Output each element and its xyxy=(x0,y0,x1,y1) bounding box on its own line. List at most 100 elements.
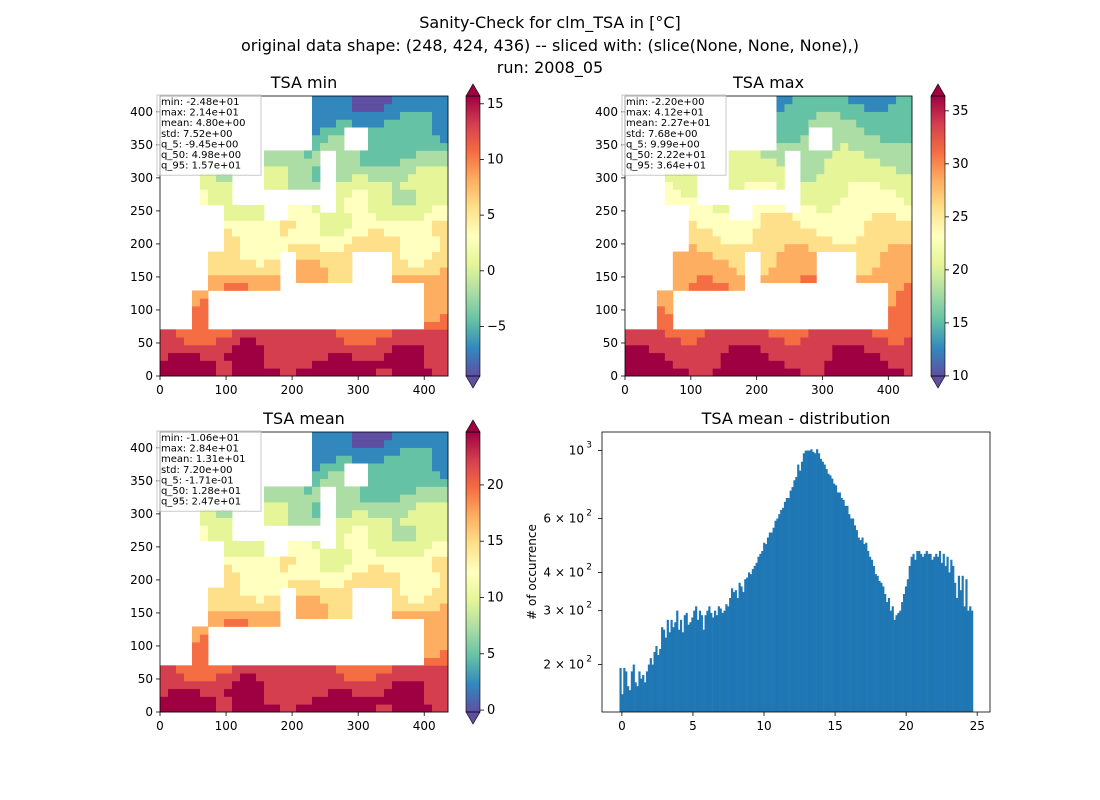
map-cell xyxy=(304,329,313,338)
histogram-bar xyxy=(710,612,713,712)
histogram-bar xyxy=(925,550,928,712)
map-cell xyxy=(424,329,433,338)
map-cell xyxy=(368,509,377,518)
map-cell xyxy=(848,166,857,175)
map-cell xyxy=(408,680,417,690)
map-cell xyxy=(304,517,313,526)
map-cell xyxy=(408,502,417,511)
map-cell xyxy=(904,267,913,276)
map-panel-3 xyxy=(160,432,449,713)
map-cell xyxy=(376,329,385,338)
map-cell xyxy=(360,673,369,682)
map-cell xyxy=(304,556,313,565)
colorbar-tick-label: 15 xyxy=(487,97,504,112)
histogram-bar xyxy=(918,550,921,712)
map-cell xyxy=(296,486,305,495)
map-cell xyxy=(832,368,841,377)
map-cell xyxy=(720,368,730,377)
stats-line: q_5: 9.99e+00 xyxy=(626,139,700,150)
map-cell xyxy=(272,150,281,159)
map-cell xyxy=(192,649,201,658)
map-cell xyxy=(224,533,233,542)
map-cell xyxy=(224,673,233,682)
map-cell xyxy=(304,603,313,612)
map-cell xyxy=(432,486,441,495)
map-cell xyxy=(328,111,337,120)
histogram-bar xyxy=(895,615,898,712)
map-cell xyxy=(312,360,321,369)
map-cell xyxy=(408,548,417,557)
map-cell xyxy=(392,704,401,713)
map-cell xyxy=(720,337,730,346)
map-cell xyxy=(848,119,857,128)
map-cell xyxy=(400,478,409,487)
map-cell xyxy=(760,158,769,167)
y-tick-label: 50 xyxy=(138,336,153,350)
map-cell xyxy=(768,181,777,190)
map-cell xyxy=(224,517,233,526)
histogram-bar xyxy=(935,553,938,712)
map-cell xyxy=(264,673,273,682)
map-cell xyxy=(328,352,337,361)
map-cell xyxy=(440,134,449,144)
map-cell xyxy=(392,189,401,198)
map-cell xyxy=(728,251,738,260)
x-tick-label: 300 xyxy=(347,719,370,733)
map-cell xyxy=(320,134,329,144)
map-cell xyxy=(696,228,706,237)
map-cell xyxy=(392,463,401,472)
map-cell xyxy=(888,189,897,198)
map-cell xyxy=(832,189,841,198)
map-cell xyxy=(400,704,409,713)
map-cell xyxy=(800,220,809,229)
map-cell xyxy=(208,251,217,260)
map-cell xyxy=(352,243,361,252)
map-cell xyxy=(304,212,313,221)
map-cell xyxy=(888,337,897,346)
map-cell xyxy=(432,313,441,322)
map-cell xyxy=(264,494,273,503)
histogram-bar xyxy=(800,461,804,712)
map-cell xyxy=(256,274,265,284)
map-cell xyxy=(336,470,345,480)
map-cell xyxy=(400,204,409,214)
map-cell xyxy=(424,470,433,480)
stats-line: mean: 1.31e+01 xyxy=(161,454,245,465)
map-cell xyxy=(760,212,769,221)
map-cell xyxy=(192,696,201,705)
map-cell xyxy=(376,134,385,144)
map-cell xyxy=(896,220,905,229)
map-cell xyxy=(264,352,273,361)
map-cell xyxy=(224,173,233,182)
map-cell xyxy=(272,228,281,237)
map-cell xyxy=(424,236,433,245)
map-cell xyxy=(696,220,706,229)
y-tick-label-exponent: 2 xyxy=(586,601,592,611)
y-tick-label: 0 xyxy=(610,369,618,383)
map-cell xyxy=(376,525,385,534)
map-cell xyxy=(264,564,273,573)
map-cell xyxy=(848,103,857,112)
map-cell xyxy=(880,236,889,245)
map-cell xyxy=(216,259,225,268)
map-cell xyxy=(728,243,738,252)
map-cell xyxy=(848,134,857,144)
map-cell xyxy=(392,344,401,354)
map-cell xyxy=(824,360,833,369)
histogram-bar xyxy=(691,617,694,712)
map-cell xyxy=(272,337,281,346)
map-cell xyxy=(720,360,730,369)
map-cell xyxy=(432,548,441,557)
map-cell xyxy=(304,220,313,229)
map-cell xyxy=(184,368,193,377)
map-cell xyxy=(408,220,417,229)
map-cell xyxy=(888,360,897,369)
map-cell xyxy=(352,189,361,198)
colorbar-frame xyxy=(930,95,946,377)
map-cell xyxy=(384,337,393,346)
map-cell xyxy=(328,243,337,252)
map-cell xyxy=(208,618,217,627)
map-cell xyxy=(312,344,321,354)
map-cell xyxy=(240,274,249,284)
map-cell xyxy=(344,556,353,565)
